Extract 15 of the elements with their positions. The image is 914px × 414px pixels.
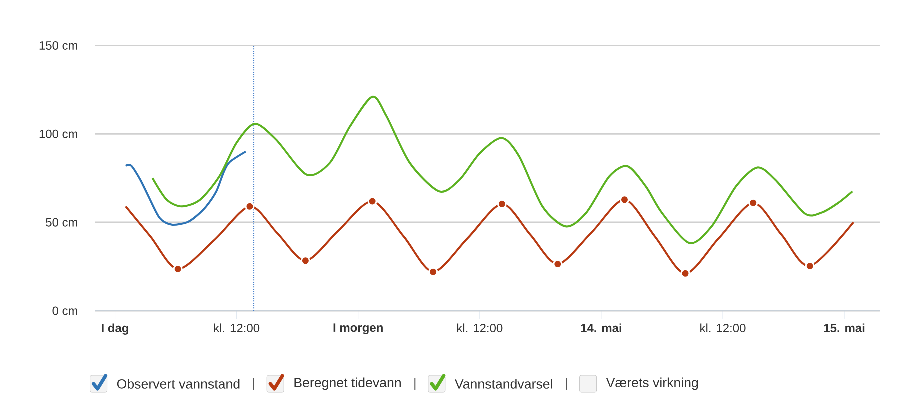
legend-label: Beregnet tidevann: [294, 378, 401, 390]
y-tick-label: 100 cm: [40, 130, 78, 138]
x-tick-label: I dag: [102, 324, 128, 335]
x-tick-label: I morgen: [334, 324, 383, 335]
legend-label: Observert vannstand: [117, 379, 240, 389]
x-tick-label: kl. 12:00: [457, 324, 503, 333]
x-tick-label: kl. 12:00: [700, 324, 746, 333]
y-tick-label: 150 cm: [40, 41, 78, 50]
x-tick-label: 15. mai: [824, 324, 865, 333]
y-tick-label: 0 cm: [52, 306, 78, 316]
x-tick-label: kl. 12:00: [214, 324, 260, 333]
y-tick-label: 50 cm: [46, 218, 78, 227]
legend-label: Værets virkning: [606, 378, 698, 390]
legend-label: Vannstandvarsel: [455, 379, 552, 389]
x-tick-label: 14. mai: [581, 324, 622, 333]
